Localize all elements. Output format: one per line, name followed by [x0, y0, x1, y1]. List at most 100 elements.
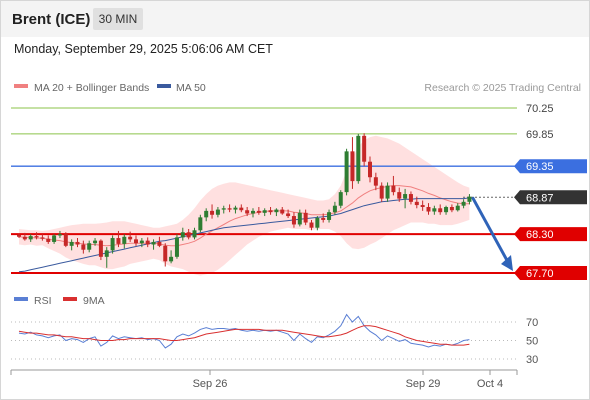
- candle-body: [251, 210, 255, 214]
- candle-body: [420, 205, 425, 207]
- rsi-tick-label: 70: [526, 317, 538, 329]
- candle-body: [145, 240, 150, 245]
- candle-body: [455, 205, 460, 211]
- candle-body: [57, 234, 62, 236]
- candle-body: [385, 185, 390, 199]
- candle-body: [210, 210, 215, 215]
- candle-body: [397, 192, 402, 199]
- level-label-69-35: 69.35: [526, 161, 554, 173]
- candle-body: [17, 234, 21, 237]
- candle-body: [116, 238, 121, 244]
- rsi-tick-label: 50: [526, 336, 538, 348]
- credit-label: Research © 2025 Trading Central: [424, 82, 581, 94]
- candle-body: [239, 207, 244, 211]
- rsi-tick-label: 30: [526, 354, 538, 366]
- level-tag-67-70: [514, 266, 587, 280]
- candle-body: [52, 235, 57, 242]
- ma20-line: [18, 185, 470, 247]
- candle-body: [233, 207, 238, 210]
- candle-body: [321, 218, 326, 220]
- candle-body: [93, 240, 98, 244]
- x-axis: Sep 26 Sep 29 Oct 4: [10, 369, 518, 390]
- timeframe-button[interactable]: 30 MIN: [93, 8, 143, 30]
- level-label-68-30: 68.30: [526, 229, 554, 241]
- forecast: [471, 196, 513, 271]
- candle-body: [215, 209, 220, 215]
- datetime-label: Monday, September 29, 2025 5:06:06 AM CE…: [14, 42, 273, 56]
- candle-body: [338, 192, 343, 206]
- candle-body: [467, 196, 472, 202]
- candle-body: [63, 234, 68, 246]
- candle-body: [186, 232, 191, 238]
- forecast-arrow-head: [501, 255, 513, 271]
- candle-body: [444, 207, 449, 213]
- candle-body: [309, 222, 314, 228]
- candle-body: [134, 239, 138, 244]
- candles: [17, 133, 472, 268]
- levels-layer: 70.25 69.85 69.35 68.87 68.30 67.70: [11, 103, 587, 280]
- level-label-67-70: 67.70: [526, 268, 554, 280]
- candle-body: [426, 207, 431, 212]
- candle-body: [180, 232, 185, 238]
- x-tick-label: Oct 4: [477, 378, 503, 390]
- candle-body: [110, 238, 115, 251]
- candle-body: [286, 213, 291, 217]
- ma20-legend-swatch: [14, 84, 28, 88]
- rsi-ma-legend-swatch: [63, 297, 77, 301]
- x-tick-label: Sep 29: [406, 378, 441, 390]
- candle-body: [104, 250, 109, 257]
- x-tick-label: Sep 26: [193, 378, 228, 390]
- candle-body: [373, 177, 378, 186]
- level-tag-69-35: [514, 159, 587, 174]
- candle-body: [368, 161, 372, 178]
- candle-body: [34, 236, 39, 238]
- candle-body: [174, 237, 179, 257]
- ma50-line: [18, 197, 470, 273]
- candle-body: [169, 256, 174, 262]
- bollinger-band-fill: [19, 135, 470, 276]
- candle-body: [303, 212, 308, 223]
- candle-body: [28, 236, 33, 240]
- candle-body: [280, 209, 285, 214]
- level-tag-68-30: [514, 227, 587, 242]
- candle-body: [297, 212, 302, 225]
- candle-body: [69, 241, 74, 246]
- candle-body: [315, 218, 320, 228]
- level-label-69-85: 69.85: [526, 129, 554, 141]
- candle-body: [157, 241, 162, 246]
- candle-body: [291, 216, 296, 225]
- candle-body: [332, 205, 337, 213]
- candle-body: [40, 237, 45, 239]
- candle-body: [403, 194, 408, 199]
- rsi-legend-swatch: [14, 297, 28, 301]
- candle-body: [449, 207, 454, 211]
- rsi-legend-label: RSI: [34, 295, 52, 307]
- candle-body: [268, 210, 273, 213]
- candle-body: [432, 208, 437, 212]
- level-tag-68-87: [514, 190, 587, 205]
- header-bar: Brent (ICE) 30 MIN: [1, 1, 589, 37]
- candle-body: [163, 245, 168, 262]
- candle-body: [414, 201, 419, 206]
- candle-body: [122, 236, 127, 244]
- candle-body: [151, 241, 156, 245]
- candle-body: [128, 236, 133, 240]
- candle-body: [256, 210, 261, 213]
- candle-body: [227, 208, 232, 210]
- candle-body: [198, 217, 203, 231]
- candle-body: [46, 238, 51, 242]
- candle-body: [356, 135, 361, 182]
- rsi-ma-legend-label: 9MA: [83, 295, 105, 307]
- candle-body: [139, 240, 144, 244]
- candle-body: [408, 194, 413, 202]
- candle-body: [438, 208, 443, 213]
- candle-body: [274, 209, 279, 213]
- candle-body: [391, 185, 396, 193]
- ma20-legend-label: MA 20 + Bollinger Bands: [34, 82, 149, 94]
- rsi-line: [18, 313, 470, 349]
- ma-lines: [18, 185, 470, 273]
- candle-body: [362, 135, 367, 162]
- candle-body: [75, 241, 80, 245]
